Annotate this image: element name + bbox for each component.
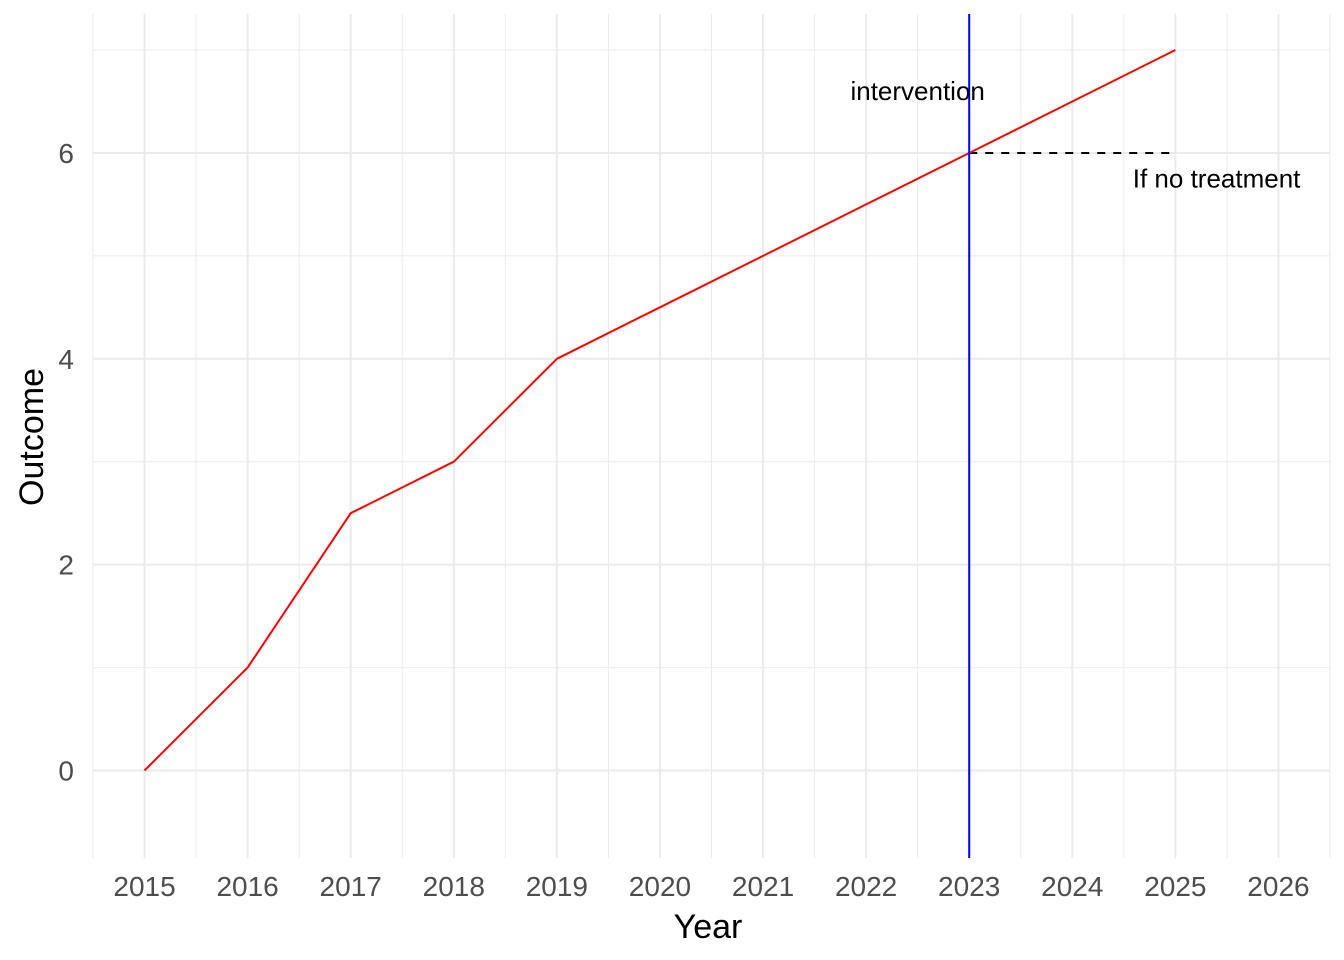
plot-marks	[143, 14, 1176, 858]
annotation-if-no-treatment: If no treatment	[1133, 164, 1301, 194]
x-tick-label: 2016	[216, 871, 278, 902]
y-tick-label: 0	[58, 756, 74, 787]
x-axis-tick-labels: 2015 2016 2017 2018 2019 2020 2021 2022 2023 2024…	[113, 871, 1309, 902]
y-tick-label: 6	[58, 138, 74, 169]
x-tick-label: 2022	[835, 871, 897, 902]
major-gridlines	[93, 14, 1330, 858]
x-tick-label: 2024	[1041, 871, 1103, 902]
x-tick-label: 2017	[320, 871, 382, 902]
x-tick-label: 2025	[1144, 871, 1206, 902]
minor-gridlines	[92, 14, 1331, 858]
x-tick-label: 2021	[732, 871, 794, 902]
y-tick-label: 4	[58, 344, 74, 375]
x-axis-title: Year	[674, 908, 743, 946]
annotation-intervention: intervention	[850, 76, 984, 106]
y-tick-label: 2	[58, 550, 74, 581]
x-tick-label: 2023	[938, 871, 1000, 902]
y-axis-tick-labels: 0 2 4 6	[58, 138, 74, 787]
annotations: intervention If no treatment	[850, 76, 1301, 193]
x-tick-label: 2019	[526, 871, 588, 902]
x-tick-label: 2015	[113, 871, 175, 902]
x-tick-label: 2026	[1247, 871, 1309, 902]
outcome-series-line	[143, 49, 1176, 772]
y-axis-title: Outcome	[13, 368, 51, 506]
x-tick-label: 2018	[423, 871, 485, 902]
x-tick-label: 2020	[629, 871, 691, 902]
